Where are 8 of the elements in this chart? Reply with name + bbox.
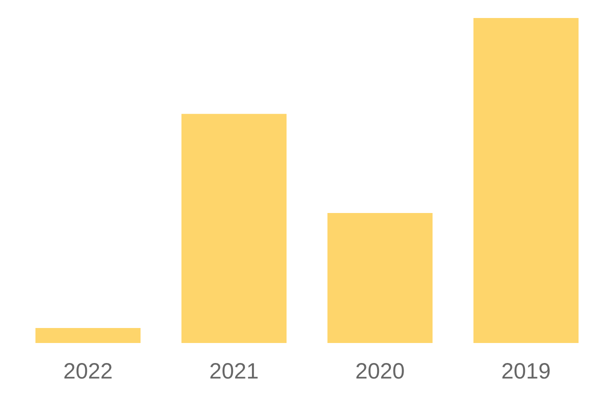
bar xyxy=(181,114,287,343)
bar xyxy=(327,213,433,343)
x-tick-label: 2020 xyxy=(356,363,404,379)
x-tick-label: 2021 xyxy=(210,363,258,379)
bar xyxy=(35,328,141,343)
x-tick-label: 2022 xyxy=(64,363,112,379)
bar xyxy=(473,18,579,343)
x-tick-label: 2019 xyxy=(502,363,550,379)
